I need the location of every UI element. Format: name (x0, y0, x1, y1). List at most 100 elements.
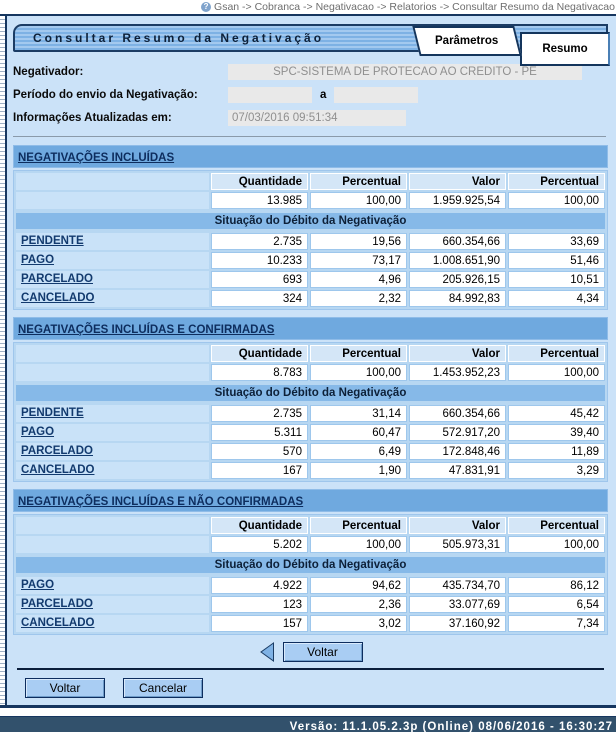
cell-value: 572.917,20 (409, 424, 506, 441)
form-divider (13, 136, 606, 137)
row-label-cell: PARCELADO (16, 271, 209, 288)
back-arrow-icon (259, 642, 274, 662)
corner-cell (16, 536, 209, 553)
column-header-quantidade: Quantidade (211, 517, 308, 534)
periodo-from-field[interactable] (228, 87, 312, 103)
cell-value: 47.831,91 (409, 462, 506, 479)
column-header-valor: Valor (409, 345, 506, 362)
situacao-link-cancelado[interactable]: CANCELADO (21, 617, 95, 629)
total-quantidade: 8.783 (211, 364, 308, 381)
summary-table: Quantidade Percentual Valor Percentual 8… (13, 342, 608, 482)
section-title: NEGATIVAÇÕES INCLUÍDAS (18, 152, 175, 164)
cell-value: 7,34 (508, 615, 605, 632)
negativador-label: Negativador: (13, 66, 84, 78)
tab-resumo[interactable]: Resumo (520, 32, 610, 66)
cell-value: 205.926,15 (409, 271, 506, 288)
cell-value: 123 (211, 596, 308, 613)
footer-gap (0, 708, 616, 716)
row-label-cell: CANCELADO (16, 290, 209, 307)
cell-value: 172.848,46 (409, 443, 506, 460)
section-incluidas-nao-confirmadas: NEGATIVAÇÕES INCLUÍDAS E NÃO CONFIRMADAS… (13, 489, 608, 635)
total-valor: 1.959.925,54 (409, 192, 506, 209)
row-label-cell: CANCELADO (16, 615, 209, 632)
situacao-link-parcelado[interactable]: PARCELADO (21, 598, 93, 610)
cell-value: 19,56 (310, 233, 407, 250)
cell-value: 2.735 (211, 233, 308, 250)
cell-value: 660.354,66 (409, 405, 506, 422)
cell-value: 73,17 (310, 252, 407, 269)
cell-value: 10,51 (508, 271, 605, 288)
tab-parametros[interactable]: Parâmetros (412, 26, 522, 56)
situacao-link-parcelado[interactable]: PARCELADO (21, 273, 93, 285)
section-title: NEGATIVAÇÕES INCLUÍDAS E NÃO CONFIRMADAS (18, 496, 304, 508)
cancelar-button[interactable]: Cancelar (123, 678, 203, 698)
cell-value: 2,36 (310, 596, 407, 613)
cell-value: 167 (211, 462, 308, 479)
situacao-subheader: Situação do Débito da Negativação (16, 213, 605, 229)
cell-value: 51,46 (508, 252, 605, 269)
cell-value: 2.735 (211, 405, 308, 422)
corner-cell (16, 345, 209, 362)
negativador-field[interactable] (228, 64, 582, 80)
atualizado-row: Informações Atualizadas em: (13, 110, 608, 126)
tab-resumo-label: Resumo (542, 43, 588, 55)
cell-value: 4,96 (310, 271, 407, 288)
row-label-cell: PARCELADO (16, 443, 209, 460)
periodo-separator: a (320, 89, 327, 101)
corner-cell (16, 192, 209, 209)
column-header-percentual: Percentual (310, 517, 407, 534)
page-title-bar: Consultar Resumo da Negativação Parâmetr… (13, 24, 610, 66)
cell-value: 6,54 (508, 596, 605, 613)
cell-value: 3,29 (508, 462, 605, 479)
cell-value: 157 (211, 615, 308, 632)
situacao-link-pendente[interactable]: PENDENTE (21, 235, 84, 247)
column-header-valor: Valor (409, 173, 506, 190)
bottom-actions-row: Voltar Cancelar (25, 678, 608, 698)
periodo-to-field[interactable] (334, 87, 419, 103)
corner-cell (16, 173, 209, 190)
help-icon[interactable]: ? (201, 2, 212, 12)
cell-value: 660.354,66 (409, 233, 506, 250)
situacao-link-pago[interactable]: PAGO (21, 426, 55, 438)
cell-value: 1.008.651,90 (409, 252, 506, 269)
cell-value: 570 (211, 443, 308, 460)
atualizado-label: Informações Atualizadas em: (13, 112, 172, 124)
cell-value: 1,90 (310, 462, 407, 479)
section-header-bar: NEGATIVAÇÕES INCLUÍDAS (13, 145, 608, 168)
atualizado-field[interactable] (228, 110, 406, 126)
situacao-link-parcelado[interactable]: PARCELADO (21, 445, 93, 457)
page-content: Consultar Resumo da Negativação Parâmetr… (0, 16, 616, 708)
voltar-center-button[interactable]: Voltar (282, 642, 363, 662)
total-percentual-valor: 100,00 (508, 192, 605, 209)
situacao-link-pago[interactable]: PAGO (21, 579, 55, 591)
total-percentual-valor: 100,00 (508, 536, 605, 553)
section-header-bar: NEGATIVAÇÕES INCLUÍDAS E CONFIRMADAS (13, 317, 608, 340)
total-percentual-valor: 100,00 (508, 364, 605, 381)
row-label-cell: PENDENTE (16, 233, 209, 250)
cell-value: 6,49 (310, 443, 407, 460)
situacao-link-cancelado[interactable]: CANCELADO (21, 292, 95, 304)
cell-value: 45,42 (508, 405, 605, 422)
cell-value: 2,32 (310, 290, 407, 307)
breadcrumb[interactable]: Gsan -> Cobranca -> Negativacao -> Relat… (214, 1, 615, 13)
cell-value: 693 (211, 271, 308, 288)
breadcrumb-bar: ? Gsan -> Cobranca -> Negativacao -> Rel… (0, 0, 616, 14)
situacao-link-cancelado[interactable]: CANCELADO (21, 464, 95, 476)
row-label-cell: CANCELADO (16, 462, 209, 479)
column-header-valor: Valor (409, 517, 506, 534)
situacao-link-pendente[interactable]: PENDENTE (21, 407, 84, 419)
section-negativacoes-incluidas: NEGATIVAÇÕES INCLUÍDAS Quantidade Percen… (13, 145, 608, 310)
cell-value: 86,12 (508, 577, 605, 594)
situacao-subheader: Situação do Débito da Negativação (16, 557, 605, 573)
bottom-divider (17, 668, 604, 670)
total-valor: 1.453.952,23 (409, 364, 506, 381)
situacao-link-pago[interactable]: PAGO (21, 254, 55, 266)
version-text: Versão: 11.1.05.2.3p (Online) 08/06/2016… (289, 721, 613, 732)
voltar-button[interactable]: Voltar (25, 678, 105, 698)
cell-value: 37.160,92 (409, 615, 506, 632)
total-percentual: 100,00 (310, 192, 407, 209)
section-header-bar: NEGATIVAÇÕES INCLUÍDAS E NÃO CONFIRMADAS (13, 489, 608, 512)
periodo-row: Período do envio da Negativação: a (13, 87, 608, 103)
row-label-cell: PAGO (16, 424, 209, 441)
column-header-percentual-valor: Percentual (508, 345, 605, 362)
